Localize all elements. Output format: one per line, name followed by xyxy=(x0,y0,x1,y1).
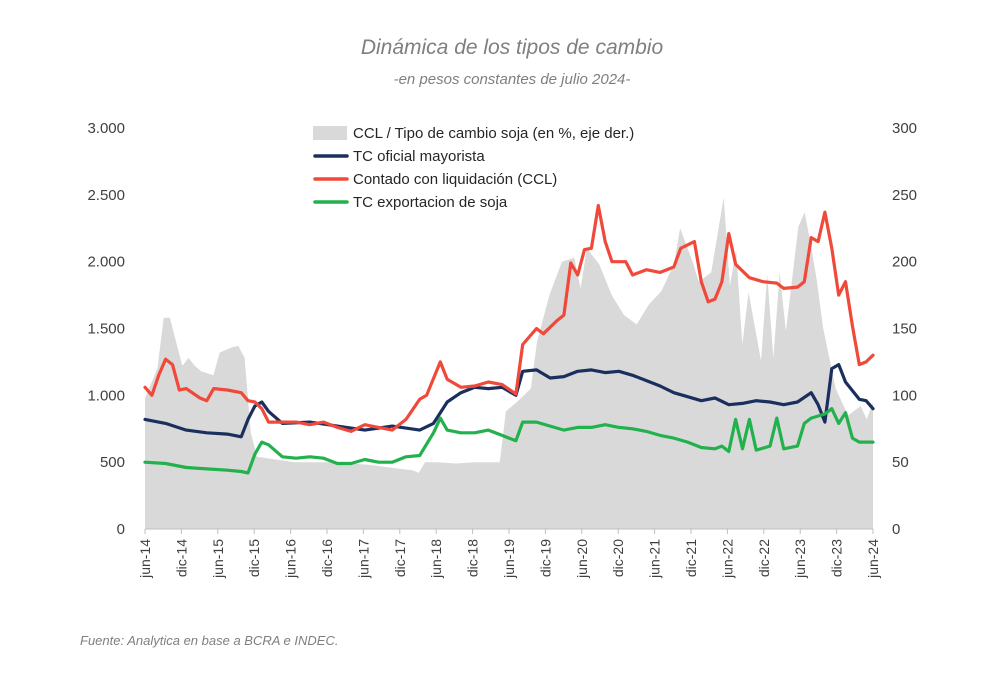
x-tick-label: jun-20 xyxy=(574,539,590,579)
legend-label: TC exportacion de soja xyxy=(353,194,508,211)
x-tick-label: jun-14 xyxy=(137,539,153,579)
x-tick-label: jun-19 xyxy=(501,539,517,579)
chart-title: Dinámica de los tipos de cambio xyxy=(361,36,664,59)
x-tick-label: jun-22 xyxy=(719,539,735,579)
plot-area xyxy=(143,197,875,529)
x-tick-label: jun-15 xyxy=(210,539,226,579)
series-area-ccl-soja xyxy=(145,197,873,529)
x-tick-label: jun-17 xyxy=(355,539,371,579)
x-tick-label: dic-19 xyxy=(537,539,553,577)
x-tick-label: dic-21 xyxy=(683,539,699,577)
x-tick-label: jun-18 xyxy=(428,539,444,579)
x-tick-label: dic-16 xyxy=(319,539,335,577)
x-tick-label: dic-17 xyxy=(392,539,408,577)
x-tick-label: jun-16 xyxy=(283,539,299,579)
y-right-tick-label: 50 xyxy=(892,454,909,471)
x-tick-label: dic-22 xyxy=(756,539,772,577)
y-left-tick-label: 2.500 xyxy=(87,187,125,204)
x-tick-label: dic-15 xyxy=(246,539,262,577)
x-tick-label: jun-21 xyxy=(647,539,663,579)
series-line-1 xyxy=(143,203,875,433)
legend-label: CCL / Tipo de cambio soja (en %, eje der… xyxy=(353,125,634,142)
legend-label: Contado con liquidación (CCL) xyxy=(353,171,557,188)
x-tick-label: dic-20 xyxy=(610,539,626,577)
y-left-tick-label: 0 xyxy=(117,521,125,538)
source-note: Fuente: Analytica en base a BCRA e INDEC… xyxy=(80,633,338,648)
y-right-tick-label: 150 xyxy=(892,321,917,338)
x-tick-label: jun-24 xyxy=(865,539,881,579)
y-right-tick-label: 300 xyxy=(892,120,917,137)
y-left-tick-label: 2.000 xyxy=(87,254,125,271)
y-left-tick-label: 500 xyxy=(100,454,125,471)
y-right-tick-label: 100 xyxy=(892,387,917,404)
chart-subtitle: -en pesos constantes de julio 2024- xyxy=(394,71,631,88)
legend-label: TC oficial mayorista xyxy=(353,148,485,165)
y-right-tick-label: 200 xyxy=(892,254,917,271)
x-tick-label: jun-23 xyxy=(792,539,808,579)
axes: 0 500 1.000 1.500 2.000 2.500 3.000 0 50 100 150 20… xyxy=(87,120,917,579)
x-tick-label: dic-14 xyxy=(173,539,189,577)
x-tick-label: dic-23 xyxy=(829,539,845,577)
y-left-tick-label: 3.000 xyxy=(87,120,125,137)
y-right-tick-label: 0 xyxy=(892,521,900,538)
legend: CCL / Tipo de cambio soja (en %, eje der… xyxy=(313,125,634,211)
series-line-0 xyxy=(143,363,875,439)
y-left-tick-label: 1.000 xyxy=(87,387,125,404)
y-left-tick-label: 1.500 xyxy=(87,321,125,338)
y-right-tick-label: 250 xyxy=(892,187,917,204)
series-line-2 xyxy=(143,407,875,475)
legend-swatch-area xyxy=(313,126,347,140)
x-tick-label: dic-18 xyxy=(465,539,481,577)
